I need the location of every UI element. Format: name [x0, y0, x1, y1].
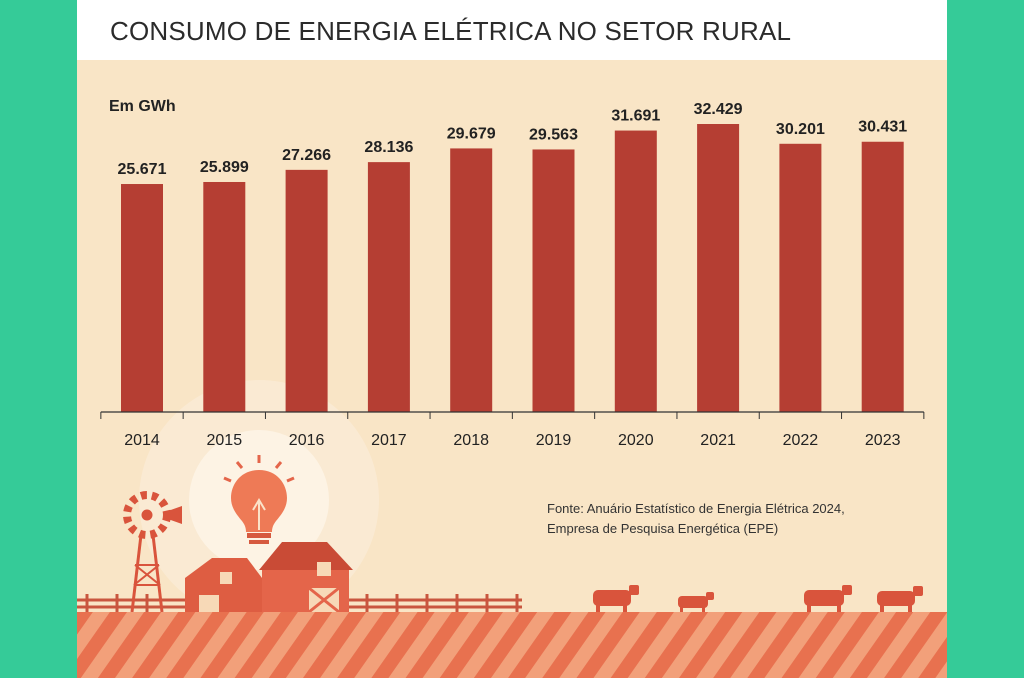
lightbulb-icon: [223, 455, 295, 544]
cow-icon: [593, 585, 923, 613]
x-tick-label-2020: 2020: [618, 432, 654, 449]
x-tick-label-2017: 2017: [371, 432, 407, 449]
data-label-2020: 31.691: [611, 108, 660, 125]
chart-title: CONSUMO DE ENERGIA ELÉTRICA NO SETOR RUR…: [110, 16, 792, 46]
bar-2023: [861, 141, 904, 412]
bar-2014: [121, 184, 163, 412]
bar-2019: [532, 149, 575, 413]
bar-2016: [285, 169, 328, 412]
bar-2018: [450, 148, 493, 412]
bar-2021: [697, 124, 740, 412]
data-label-2018: 29.679: [447, 125, 496, 142]
x-tick-label-2015: 2015: [207, 432, 243, 449]
unit-label: Em GWh: [109, 98, 176, 115]
windmill-icon: [123, 491, 182, 613]
data-label-2014: 25.671: [118, 161, 167, 178]
data-label-2021: 32.429: [694, 101, 743, 118]
data-label-2023: 30.431: [858, 119, 907, 136]
data-label-2019: 29.563: [529, 126, 578, 143]
data-label-2016: 27.266: [282, 147, 331, 164]
source-line-1: Fonte: Anuário Estatístico de Energia El…: [547, 501, 845, 516]
x-tick-label-2014: 2014: [124, 432, 160, 449]
barn-icon: [185, 542, 353, 614]
data-label-2015: 25.899: [200, 159, 249, 176]
x-tick-label-2019: 2019: [536, 432, 572, 449]
source-line-2: Empresa de Pesquisa Energética (EPE): [547, 521, 779, 536]
field-icon: [77, 612, 947, 678]
bar-2020: [614, 130, 657, 412]
bar-chart: 25.671 2014 25.899 2015 27.266 2016 28.136 2017…: [100, 101, 925, 449]
farm-scene: [77, 380, 947, 678]
header-bar: CONSUMO DE ENERGIA ELÉTRICA NO SETOR RUR…: [77, 0, 947, 60]
bar-2015: [203, 181, 246, 412]
bar-2017: [367, 162, 410, 412]
data-label-2022: 30.201: [776, 121, 825, 138]
infographic-card: CONSUMO DE ENERGIA ELÉTRICA NO SETOR RUR…: [77, 0, 947, 678]
x-tick-label-2022: 2022: [783, 432, 819, 449]
bar-2022: [779, 143, 822, 412]
x-tick-label-2018: 2018: [453, 432, 489, 449]
source-note: Fonte: Anuário Estatístico de Energia El…: [547, 499, 937, 539]
x-tick-label-2021: 2021: [700, 432, 736, 449]
x-tick-label-2023: 2023: [865, 432, 901, 449]
data-label-2017: 28.136: [364, 139, 413, 156]
x-tick-label-2016: 2016: [289, 432, 325, 449]
